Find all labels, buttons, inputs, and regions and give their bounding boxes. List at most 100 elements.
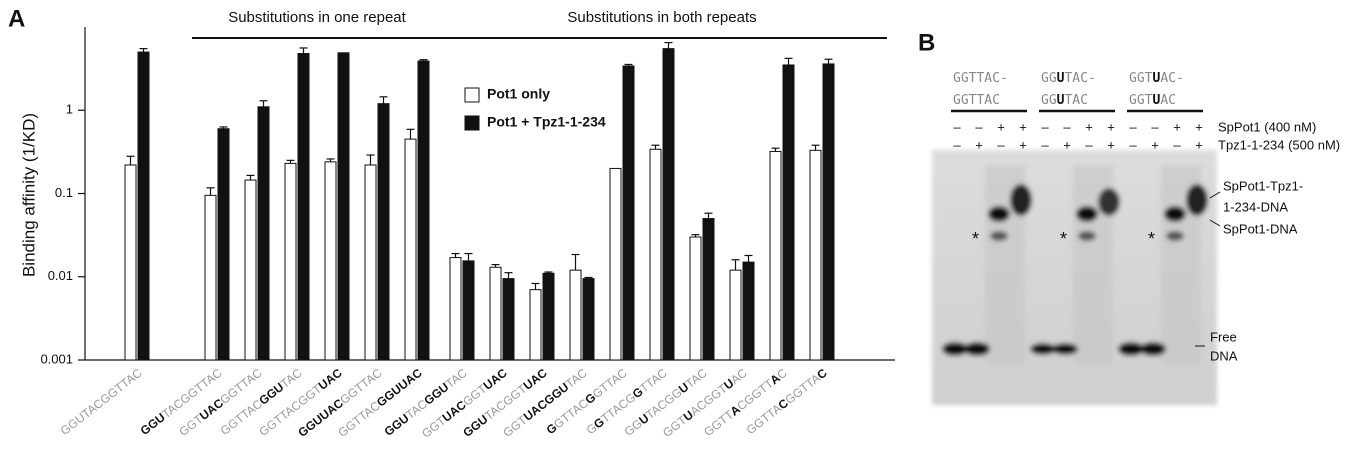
label-part: GGTTAC: [953, 93, 1000, 108]
label-part: TTAC: [637, 366, 670, 396]
label: GGUTACGGTTAC: [58, 366, 145, 439]
error-bar: [665, 43, 673, 49]
sign: –: [1151, 119, 1159, 134]
error-bar: [407, 129, 415, 139]
sign: –: [1041, 137, 1049, 152]
error-bar: [207, 188, 215, 196]
label-part: U: [1152, 93, 1160, 108]
sign: +: [1195, 137, 1203, 152]
panel-label: A: [8, 5, 25, 32]
band-label: Free: [1210, 329, 1237, 344]
label-part: U: [1057, 71, 1065, 86]
label: GGTTAC-: [953, 71, 1008, 86]
label-part: U: [1152, 71, 1160, 86]
bar: [623, 66, 634, 360]
label: GGUTAC-: [1041, 71, 1096, 86]
bar: [125, 165, 136, 360]
error-bar: [532, 283, 540, 289]
sign: –: [1129, 119, 1137, 134]
sign: –: [975, 119, 983, 134]
error-bar: [732, 260, 740, 270]
sign: +: [975, 137, 983, 152]
bar: [610, 168, 621, 360]
error-bar: [505, 273, 513, 279]
y-tick-label: 0.001: [40, 351, 73, 366]
bar: [463, 261, 474, 360]
label-part: GG: [1041, 93, 1057, 108]
bar: [583, 279, 594, 360]
sign: +: [1107, 137, 1115, 152]
sign: –: [1173, 137, 1181, 152]
bar: [418, 61, 429, 360]
error-bar: [572, 255, 580, 271]
label-part: UAC: [481, 366, 510, 393]
error-bar: [140, 49, 148, 52]
label-part: GGT: [1129, 93, 1153, 108]
bar: [783, 65, 794, 360]
bar: [730, 270, 741, 360]
annotation: Substitutions in both repeats: [567, 9, 756, 26]
error-bar: [705, 213, 713, 218]
band-label: SpPot1-DNA: [1223, 221, 1298, 236]
bar: [298, 54, 309, 360]
band-label: SpPot1-Tpz1-: [1223, 178, 1303, 193]
bar: [663, 49, 674, 360]
bar: [138, 52, 149, 360]
label: GGTUAC-: [1129, 71, 1184, 86]
bar: [543, 273, 554, 360]
label-part: GGTTAC-: [953, 71, 1008, 86]
error-bar: [127, 156, 135, 165]
sign: –: [997, 137, 1005, 152]
error-bar: [367, 155, 375, 165]
error-bar: [260, 101, 268, 107]
label-part: AC: [1160, 93, 1176, 108]
sign: +: [1085, 119, 1093, 134]
figure: A B Binding affinity (1/KD) SpPot1-Tpz1-…: [0, 0, 1362, 463]
sign: +: [1107, 119, 1115, 134]
bar: [770, 151, 781, 360]
bar: [245, 180, 256, 360]
bar: [285, 163, 296, 360]
error-bar: [652, 145, 660, 149]
error-bar: [785, 58, 793, 65]
bar: [338, 53, 349, 360]
bar: [205, 195, 216, 360]
sign: +: [1195, 119, 1203, 134]
bar: [450, 258, 461, 360]
y-tick-label: 1: [66, 102, 73, 117]
label-part: UAC: [521, 366, 550, 393]
bar: [503, 279, 514, 360]
bar: [405, 139, 416, 360]
error-bar: [300, 48, 308, 54]
sign: –: [953, 119, 961, 134]
marker: *: [1148, 229, 1155, 249]
label-part: GGT: [1129, 71, 1153, 86]
sign: –: [1085, 137, 1093, 152]
bar: [378, 104, 389, 360]
legend-label: Pot1 + Tpz1-1-234: [487, 114, 606, 130]
sign: –: [1041, 119, 1049, 134]
label-part: GGUTACGGTTAC: [58, 366, 145, 439]
label-part: TAC-: [1064, 71, 1095, 86]
band-label: DNA: [1210, 348, 1238, 363]
bar: [743, 262, 754, 360]
label-part: TAC: [1064, 93, 1087, 108]
band-label: 1-234-DNA: [1223, 199, 1288, 214]
bar: [258, 107, 269, 360]
label: GGTUAC: [1129, 93, 1176, 108]
sign: +: [1151, 137, 1159, 152]
label-part: AC-: [1160, 71, 1183, 86]
bar: [325, 162, 336, 360]
page: A B Binding affinity (1/KD) SpPot1-Tpz1-…: [0, 0, 1362, 463]
y-tick-label: 0.1: [55, 185, 73, 200]
sign: +: [1063, 137, 1071, 152]
error-bar: [465, 254, 473, 261]
bar: [365, 165, 376, 360]
legend-swatch: [465, 88, 479, 102]
error-bar: [812, 145, 820, 150]
bar: [570, 270, 581, 360]
bar: [810, 150, 821, 360]
label-part: UAC: [316, 366, 345, 393]
sign: –: [1129, 137, 1137, 152]
sign: –: [953, 137, 961, 152]
